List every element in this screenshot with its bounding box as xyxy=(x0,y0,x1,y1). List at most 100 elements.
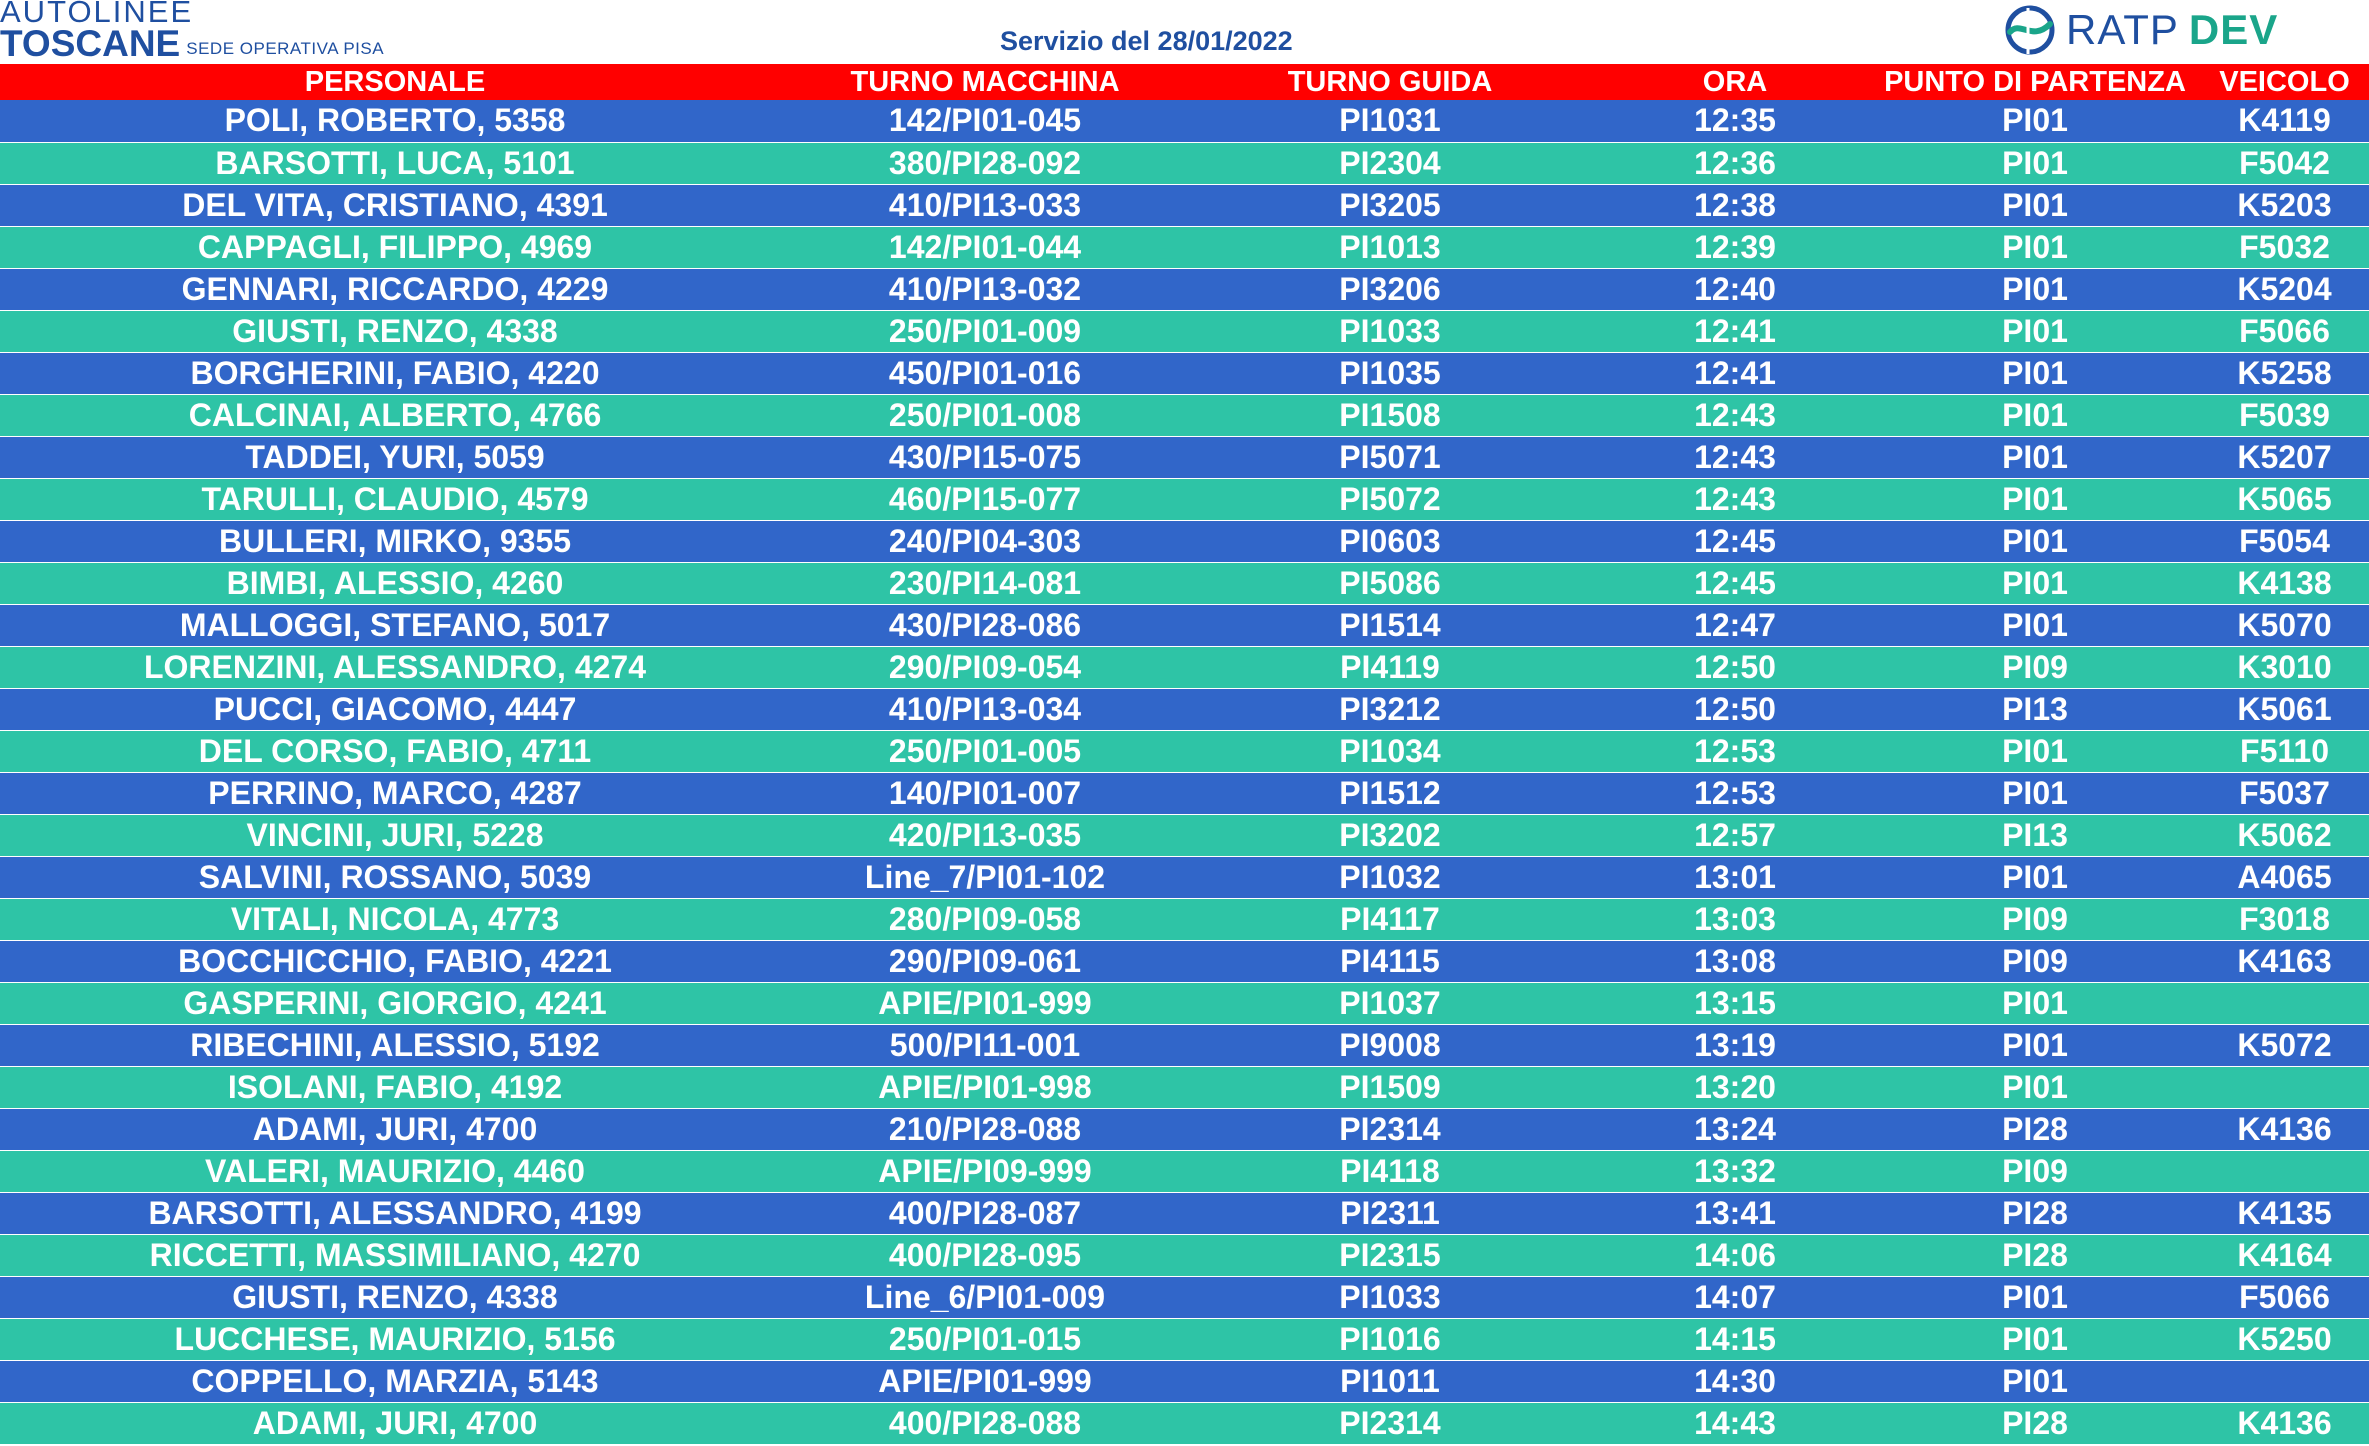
cell-turno-macchina: 410/PI13-032 xyxy=(790,268,1180,311)
cell-veicolo: F5042 xyxy=(2200,142,2369,185)
table-row: TADDEI, YURI, 5059 430/PI15-075 PI5071 12:4… xyxy=(0,436,2369,479)
cell-turno-macchina: 290/PI09-054 xyxy=(790,646,1180,689)
table-row: BULLERI, MIRKO, 9355 240/PI04-303 PI0603 12… xyxy=(0,520,2369,563)
cell-turno-guida: PI1033 xyxy=(1180,310,1600,353)
cell-veicolo: K5061 xyxy=(2200,688,2369,731)
cell-turno-macchina: 240/PI04-303 xyxy=(790,520,1180,563)
cell-ora: 12:50 xyxy=(1600,646,1870,689)
cell-veicolo: K3010 xyxy=(2200,646,2369,689)
cell-ora: 12:43 xyxy=(1600,394,1870,437)
cell-veicolo: A4065 xyxy=(2200,856,2369,899)
cell-personale: GENNARI, RICCARDO, 4229 xyxy=(0,268,790,311)
cell-turno-macchina: 400/PI28-087 xyxy=(790,1192,1180,1235)
cell-turno-macchina: Line_7/PI01-102 xyxy=(790,856,1180,899)
cell-ora: 13:20 xyxy=(1600,1066,1870,1109)
cell-turno-guida: PI1016 xyxy=(1180,1318,1600,1361)
table-row: RIBECHINI, ALESSIO, 5192 500/PI11-001 PI90… xyxy=(0,1024,2369,1067)
cell-turno-guida: PI2315 xyxy=(1180,1234,1600,1277)
cell-turno-guida: PI3205 xyxy=(1180,184,1600,227)
table-row: POLI, ROBERTO, 5358 142/PI01-045 PI1031 12:… xyxy=(0,100,2369,143)
cell-ora: 12:43 xyxy=(1600,478,1870,521)
table-row: RICCETTI, MASSIMILIANO, 4270 400/PI28-095… xyxy=(0,1234,2369,1277)
cell-personale: BOCCHICCHIO, FABIO, 4221 xyxy=(0,940,790,983)
cell-turno-macchina: 420/PI13-035 xyxy=(790,814,1180,857)
cell-turno-guida: PI1037 xyxy=(1180,982,1600,1025)
cell-personale: DEL VITA, CRISTIANO, 4391 xyxy=(0,184,790,227)
cell-turno-guida: PI2314 xyxy=(1180,1402,1600,1445)
cell-veicolo: K5072 xyxy=(2200,1024,2369,1067)
cell-personale: BARSOTTI, LUCA, 5101 xyxy=(0,142,790,185)
cell-turno-guida: PI1011 xyxy=(1180,1360,1600,1403)
cell-turno-guida: PI5071 xyxy=(1180,436,1600,479)
table-row: VITALI, NICOLA, 4773 280/PI09-058 PI4117 13… xyxy=(0,898,2369,941)
cell-turno-macchina: 142/PI01-044 xyxy=(790,226,1180,269)
cell-turno-guida: PI3212 xyxy=(1180,688,1600,731)
table-row: GASPERINI, GIORGIO, 4241 APIE/PI01-999 PI1… xyxy=(0,982,2369,1025)
cell-ora: 12:50 xyxy=(1600,688,1870,731)
cell-veicolo: F5054 xyxy=(2200,520,2369,563)
cell-turno-macchina: 460/PI15-077 xyxy=(790,478,1180,521)
cell-turno-guida: PI1508 xyxy=(1180,394,1600,437)
cell-ora: 13:24 xyxy=(1600,1108,1870,1151)
cell-punto-partenza: PI01 xyxy=(1870,604,2200,647)
cell-ora: 12:39 xyxy=(1600,226,1870,269)
cell-personale: RIBECHINI, ALESSIO, 5192 xyxy=(0,1024,790,1067)
cell-turno-macchina: APIE/PI01-999 xyxy=(790,982,1180,1025)
cell-veicolo: K5203 xyxy=(2200,184,2369,227)
cell-veicolo: K4138 xyxy=(2200,562,2369,605)
cell-ora: 13:32 xyxy=(1600,1150,1870,1193)
table-row: GIUSTI, RENZO, 4338 Line_6/PI01-009 PI1033… xyxy=(0,1276,2369,1319)
cell-personale: SALVINI, ROSSANO, 5039 xyxy=(0,856,790,899)
cell-veicolo: F5110 xyxy=(2200,730,2369,773)
cell-turno-guida: PI1013 xyxy=(1180,226,1600,269)
cell-turno-macchina: APIE/PI01-998 xyxy=(790,1066,1180,1109)
ratp-text: RATP xyxy=(2066,6,2179,53)
cell-ora: 12:47 xyxy=(1600,604,1870,647)
cell-punto-partenza: PI28 xyxy=(1870,1108,2200,1151)
cell-veicolo: K4163 xyxy=(2200,940,2369,983)
cell-turno-macchina: APIE/PI09-999 xyxy=(790,1150,1180,1193)
cell-veicolo xyxy=(2200,982,2369,1025)
cell-ora: 14:07 xyxy=(1600,1276,1870,1319)
cell-veicolo: F3018 xyxy=(2200,898,2369,941)
cell-punto-partenza: PI01 xyxy=(1870,520,2200,563)
cell-punto-partenza: PI01 xyxy=(1870,184,2200,227)
cell-turno-macchina: 210/PI28-088 xyxy=(790,1108,1180,1151)
cell-punto-partenza: PI01 xyxy=(1870,142,2200,185)
table-row: SALVINI, ROSSANO, 5039 Line_7/PI01-102 PI1… xyxy=(0,856,2369,899)
cell-personale: LORENZINI, ALESSANDRO, 4274 xyxy=(0,646,790,689)
cell-turno-macchina: 400/PI28-095 xyxy=(790,1234,1180,1277)
cell-ora: 13:15 xyxy=(1600,982,1870,1025)
cell-turno-macchina: 142/PI01-045 xyxy=(790,100,1180,143)
cell-turno-guida: PI1512 xyxy=(1180,772,1600,815)
cell-punto-partenza: PI28 xyxy=(1870,1234,2200,1277)
cell-turno-macchina: 410/PI13-034 xyxy=(790,688,1180,731)
cell-personale: VALERI, MAURIZIO, 4460 xyxy=(0,1150,790,1193)
cell-punto-partenza: PI09 xyxy=(1870,940,2200,983)
cell-turno-macchina: 140/PI01-007 xyxy=(790,772,1180,815)
cell-veicolo: F5066 xyxy=(2200,1276,2369,1319)
cell-personale: ADAMI, JURI, 4700 xyxy=(0,1108,790,1151)
cell-personale: GIUSTI, RENZO, 4338 xyxy=(0,310,790,353)
col-header-veicolo: VEICOLO xyxy=(2219,65,2350,98)
cell-turno-macchina: 250/PI01-008 xyxy=(790,394,1180,437)
cell-punto-partenza: PI01 xyxy=(1870,436,2200,479)
cell-personale: PERRINO, MARCO, 4287 xyxy=(0,772,790,815)
cell-turno-macchina: 430/PI15-075 xyxy=(790,436,1180,479)
cell-turno-macchina: 430/PI28-086 xyxy=(790,604,1180,647)
shift-table: PERSONALE TURNO MACCHINA TURNO GUIDA ORA… xyxy=(0,64,2369,1445)
cell-turno-macchina: 230/PI14-081 xyxy=(790,562,1180,605)
cell-punto-partenza: PI01 xyxy=(1870,352,2200,395)
cell-turno-macchina: 250/PI01-009 xyxy=(790,310,1180,353)
cell-ora: 13:01 xyxy=(1600,856,1870,899)
cell-turno-guida: PI1035 xyxy=(1180,352,1600,395)
cell-ora: 12:53 xyxy=(1600,730,1870,773)
cell-personale: ISOLANI, FABIO, 4192 xyxy=(0,1066,790,1109)
table-row: LUCCHESE, MAURIZIO, 5156 250/PI01-015 PI10… xyxy=(0,1318,2369,1361)
cell-turno-macchina: 290/PI09-061 xyxy=(790,940,1180,983)
cell-turno-guida: PI2314 xyxy=(1180,1108,1600,1151)
cell-personale: VITALI, NICOLA, 4773 xyxy=(0,898,790,941)
cell-personale: GIUSTI, RENZO, 4338 xyxy=(0,1276,790,1319)
cell-turno-guida: PI1032 xyxy=(1180,856,1600,899)
cell-punto-partenza: PI09 xyxy=(1870,1150,2200,1193)
